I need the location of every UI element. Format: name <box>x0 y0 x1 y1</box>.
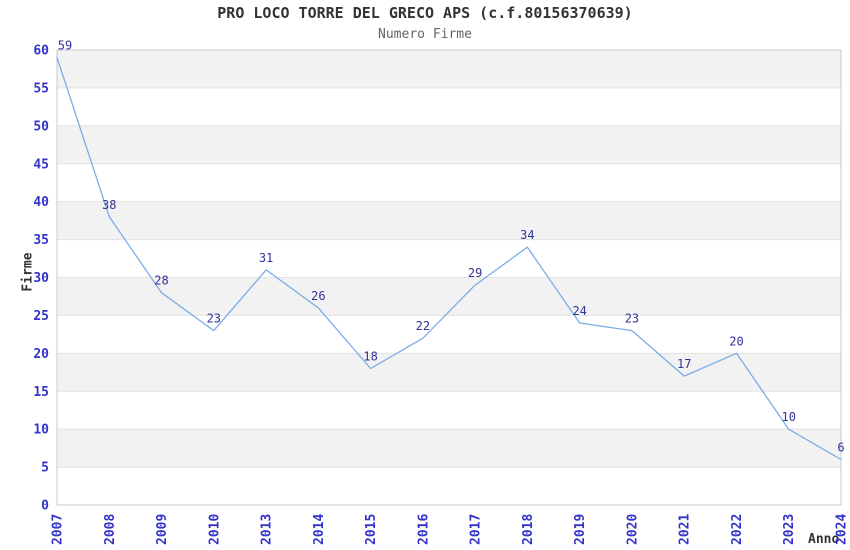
x-tick-label: 2009 <box>155 514 170 545</box>
y-tick-label: 35 <box>33 233 49 248</box>
x-tick-label: 2023 <box>782 514 797 545</box>
x-tick-label: 2024 <box>835 514 850 545</box>
x-tick-label: 2019 <box>573 514 588 545</box>
y-tick-label: 60 <box>33 44 49 59</box>
x-tick-label: 2020 <box>625 514 640 545</box>
y-tick-label: 15 <box>33 385 49 400</box>
point-label: 31 <box>259 251 273 265</box>
y-tick-label: 20 <box>33 347 49 362</box>
plot-band <box>57 125 841 164</box>
y-tick-label: 40 <box>33 195 49 210</box>
x-tick-label: 2007 <box>51 514 66 545</box>
point-label: 10 <box>782 410 796 424</box>
plot-band <box>57 277 841 316</box>
point-label: 22 <box>416 319 430 333</box>
series-line <box>56 56 842 461</box>
plot-band <box>57 429 841 468</box>
x-tick-label: 2015 <box>364 514 379 545</box>
y-tick-label: 30 <box>33 271 49 286</box>
point-label: 59 <box>58 39 72 53</box>
plot-border <box>56 49 842 506</box>
point-label: 29 <box>468 266 482 280</box>
point-label: 38 <box>102 198 116 212</box>
point-label: 18 <box>363 350 377 364</box>
y-tick-label: 45 <box>33 157 49 172</box>
plot-band <box>57 201 841 240</box>
x-tick-label: 2014 <box>312 514 327 545</box>
chart-title: PRO LOCO TORRE DEL GRECO APS (c.f.801563… <box>217 4 633 22</box>
point-label: 23 <box>207 312 221 326</box>
y-tick-label: 0 <box>41 499 49 514</box>
y-tick-label: 10 <box>33 423 49 438</box>
y-tick-label: 50 <box>33 119 49 134</box>
point-label: 20 <box>729 334 743 348</box>
point-label: 28 <box>154 274 168 288</box>
chart-subtitle: Numero Firme <box>378 27 472 42</box>
plot-band <box>57 50 841 88</box>
x-tick-label: 2008 <box>103 514 118 545</box>
y-tick-label: 25 <box>33 309 49 324</box>
x-tick-label: 2018 <box>521 514 536 545</box>
x-tick-label: 2016 <box>416 514 431 545</box>
point-label: 23 <box>625 312 639 326</box>
x-tick-label: 2017 <box>469 514 484 545</box>
y-tick-label: 55 <box>33 81 49 96</box>
point-label: 17 <box>677 357 691 371</box>
x-tick-label: 2010 <box>207 514 222 545</box>
point-label: 34 <box>520 228 534 242</box>
x-tick-label: 2022 <box>730 514 745 545</box>
plot-band <box>57 353 841 392</box>
x-axis-title: Anno <box>808 532 840 547</box>
y-tick-label: 5 <box>41 461 49 476</box>
point-label: 6 <box>837 441 844 455</box>
point-label: 24 <box>572 304 586 318</box>
point-label: 26 <box>311 289 325 303</box>
x-tick-label: 2013 <box>260 514 275 545</box>
x-tick-label: 2021 <box>678 514 693 545</box>
